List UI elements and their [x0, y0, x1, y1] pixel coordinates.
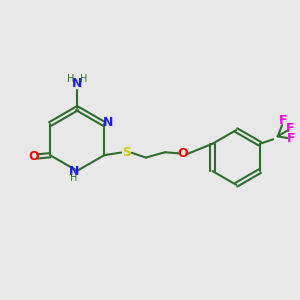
Text: F: F — [279, 114, 287, 128]
Text: N: N — [68, 166, 79, 178]
Text: H: H — [80, 74, 87, 84]
Text: F: F — [286, 122, 294, 134]
Text: H: H — [67, 74, 74, 84]
Text: O: O — [28, 150, 39, 163]
Text: S: S — [122, 146, 131, 159]
Text: F: F — [287, 132, 295, 145]
Text: H: H — [70, 173, 77, 183]
Text: O: O — [178, 147, 188, 160]
Text: N: N — [103, 116, 114, 129]
Text: N: N — [72, 77, 83, 90]
